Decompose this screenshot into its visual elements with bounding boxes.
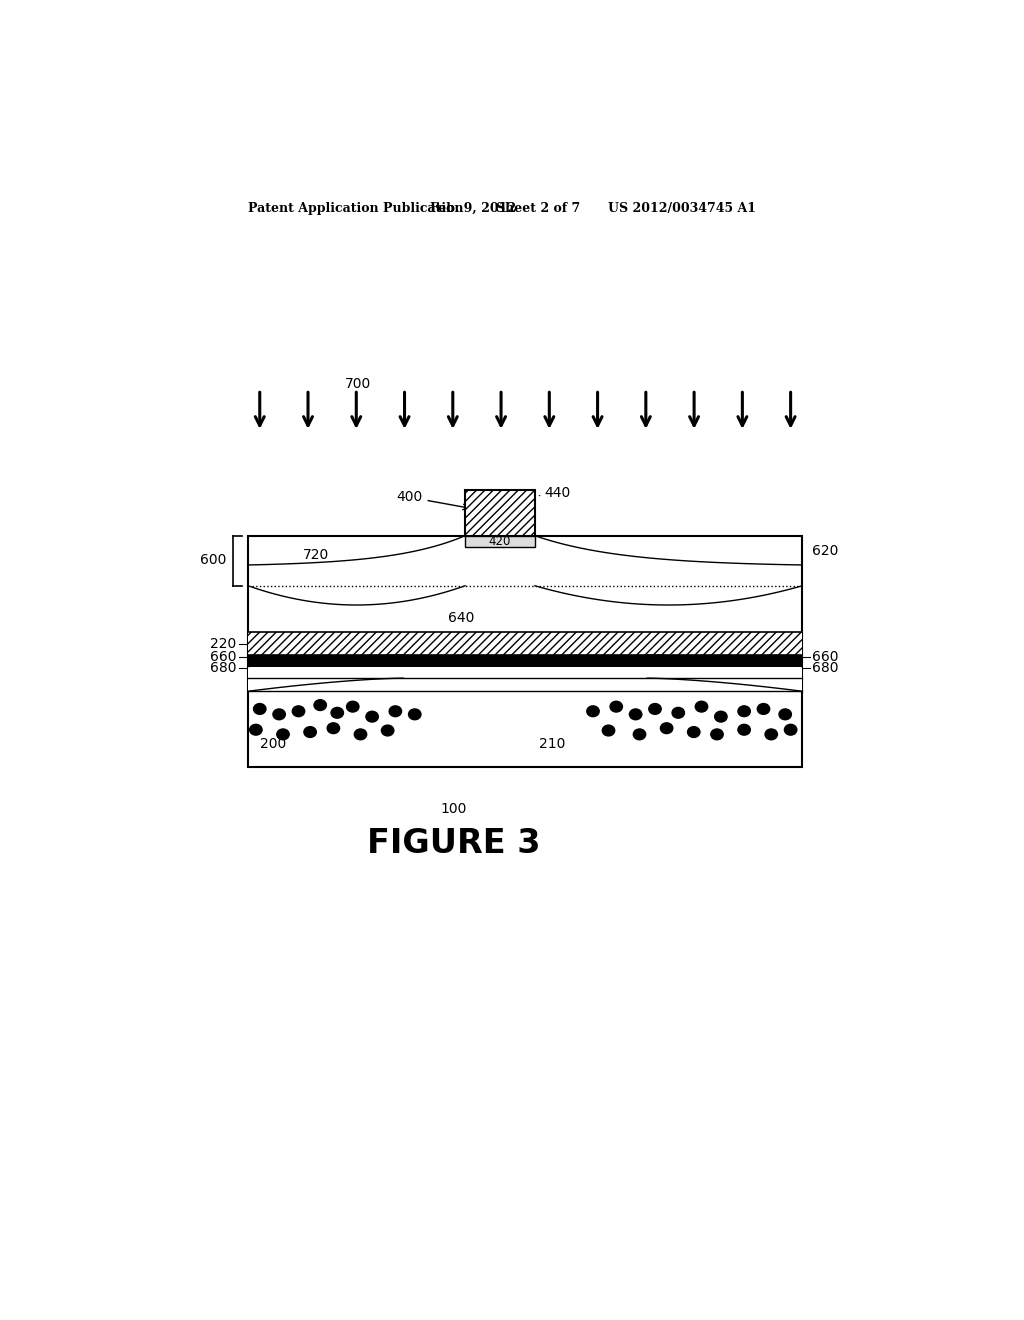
Bar [248, 536, 802, 767]
Ellipse shape [687, 726, 700, 738]
Text: 660: 660 [812, 649, 838, 664]
Ellipse shape [354, 729, 367, 739]
Text: 600: 600 [200, 553, 226, 568]
Text: Feb. 9, 2012: Feb. 9, 2012 [430, 202, 516, 215]
Ellipse shape [711, 729, 723, 739]
Ellipse shape [587, 706, 599, 717]
Ellipse shape [346, 701, 359, 711]
Text: 400: 400 [396, 490, 469, 510]
Text: 220: 220 [210, 636, 237, 651]
Bar [465, 536, 535, 548]
Text: 640: 640 [449, 611, 474, 626]
Ellipse shape [630, 709, 642, 719]
Ellipse shape [715, 711, 727, 722]
Ellipse shape [314, 700, 327, 710]
Text: 620: 620 [812, 544, 838, 558]
Ellipse shape [672, 708, 684, 718]
Text: 680: 680 [812, 661, 838, 675]
Ellipse shape [784, 725, 797, 735]
Text: 420: 420 [488, 535, 511, 548]
Ellipse shape [758, 704, 770, 714]
Ellipse shape [250, 725, 262, 735]
Ellipse shape [276, 729, 289, 739]
Text: 440: 440 [544, 486, 570, 500]
Ellipse shape [765, 729, 777, 739]
Text: 210: 210 [539, 737, 565, 751]
Bar [248, 655, 802, 667]
Text: Sheet 2 of 7: Sheet 2 of 7 [496, 202, 581, 215]
Ellipse shape [409, 709, 421, 719]
Ellipse shape [633, 729, 646, 739]
Ellipse shape [779, 709, 792, 719]
Ellipse shape [254, 704, 266, 714]
Ellipse shape [273, 709, 286, 719]
Text: FIGURE 3: FIGURE 3 [367, 828, 541, 861]
Text: 700: 700 [345, 378, 372, 391]
Ellipse shape [738, 706, 751, 717]
Ellipse shape [366, 711, 378, 722]
Ellipse shape [660, 723, 673, 734]
Ellipse shape [328, 723, 340, 734]
Ellipse shape [602, 725, 614, 737]
Ellipse shape [292, 706, 305, 717]
Ellipse shape [738, 725, 751, 735]
Ellipse shape [389, 706, 401, 717]
Text: US 2012/0034745 A1: US 2012/0034745 A1 [608, 202, 757, 215]
Ellipse shape [381, 725, 394, 737]
Ellipse shape [331, 708, 343, 718]
Text: 720: 720 [302, 548, 329, 562]
Ellipse shape [610, 701, 623, 711]
Text: 660: 660 [210, 649, 237, 664]
Text: 680: 680 [210, 661, 237, 675]
Bar [465, 490, 535, 536]
Ellipse shape [304, 726, 316, 738]
Bar [248, 667, 802, 692]
Text: Patent Application Publication: Patent Application Publication [248, 202, 464, 215]
Bar [248, 632, 802, 655]
Ellipse shape [649, 704, 662, 714]
Ellipse shape [695, 701, 708, 711]
Text: 100: 100 [440, 803, 467, 816]
Text: 200: 200 [260, 737, 286, 751]
